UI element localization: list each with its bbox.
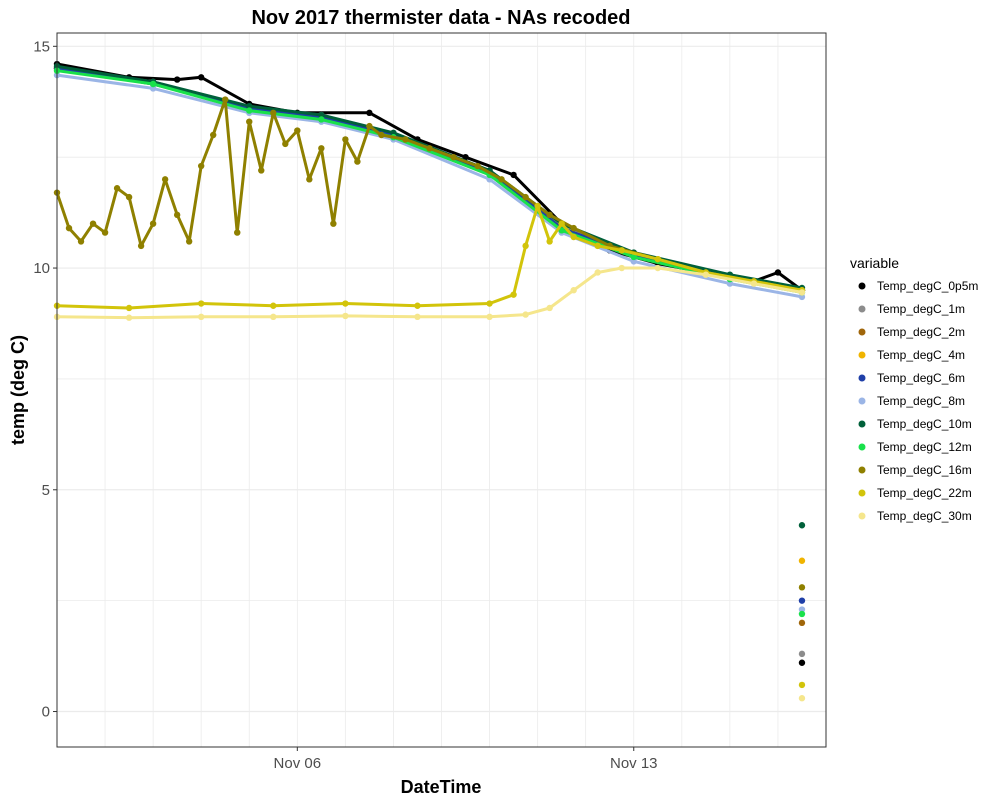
data-point	[798, 681, 806, 689]
data-point	[798, 695, 806, 702]
legend-key	[858, 328, 866, 336]
y-axis-title: temp (deg C)	[8, 335, 28, 445]
data-point	[798, 597, 806, 604]
legend-label: Temp_degC_0p5m	[877, 279, 978, 293]
legend-label: Temp_degC_8m	[877, 394, 965, 408]
legend-label: Temp_degC_2m	[877, 325, 965, 339]
legend-label: Temp_degC_22m	[877, 486, 972, 500]
legend-key	[858, 420, 866, 428]
x-axis: Nov 06 Nov 13	[274, 747, 658, 772]
series-Temp_degC_22m	[53, 202, 806, 689]
y-tick-label: 0	[42, 704, 50, 721]
data-point	[798, 659, 806, 666]
x-tick-label: Nov 06	[274, 755, 322, 772]
legend-label: Temp_degC_6m	[877, 371, 965, 385]
data-points	[53, 60, 806, 702]
y-tick-label: 10	[33, 260, 50, 277]
data-point	[798, 557, 806, 564]
legend-label: Temp_degC_30m	[877, 509, 972, 523]
plot-border	[56, 32, 827, 748]
legend-key	[858, 305, 866, 313]
legend-title: variable	[850, 255, 899, 271]
series-trace	[56, 204, 803, 310]
series-trace	[56, 266, 803, 320]
legend-label: Temp_degC_10m	[877, 417, 972, 431]
legend: variable Temp_degC_0p5m Temp_degC_1m Temp_…	[850, 255, 978, 523]
data-point	[798, 650, 806, 658]
legend-key	[858, 466, 866, 474]
legend-label: Temp_degC_1m	[877, 302, 965, 316]
data-point	[798, 610, 806, 618]
legend-key	[858, 397, 866, 405]
series-trace	[56, 69, 803, 294]
legend-key	[858, 512, 866, 520]
y-tick-label: 5	[42, 482, 50, 499]
series-Temp_degC_30m	[53, 264, 806, 702]
x-axis-title: DateTime	[401, 777, 482, 797]
legend-key	[858, 282, 866, 290]
legend-key	[858, 489, 866, 497]
legend-key	[858, 443, 866, 451]
data-point	[798, 606, 806, 613]
series-trace	[55, 98, 803, 292]
legend-label: Temp_degC_12m	[877, 440, 972, 454]
y-axis: 0 5 10 15	[33, 38, 57, 721]
data-point	[798, 619, 806, 627]
legend-key	[858, 374, 866, 382]
series-Temp_degC_16m	[53, 96, 806, 591]
chart-title: Nov 2017 thermister data - NAs recoded	[251, 7, 630, 29]
x-tick-label: Nov 13	[610, 755, 658, 772]
legend-key	[858, 351, 866, 359]
legend-label: Temp_degC_16m	[877, 463, 972, 477]
legend-label: Temp_degC_4m	[877, 348, 965, 362]
y-tick-label: 15	[33, 38, 50, 55]
data-point	[798, 522, 806, 529]
data-point	[798, 584, 806, 591]
